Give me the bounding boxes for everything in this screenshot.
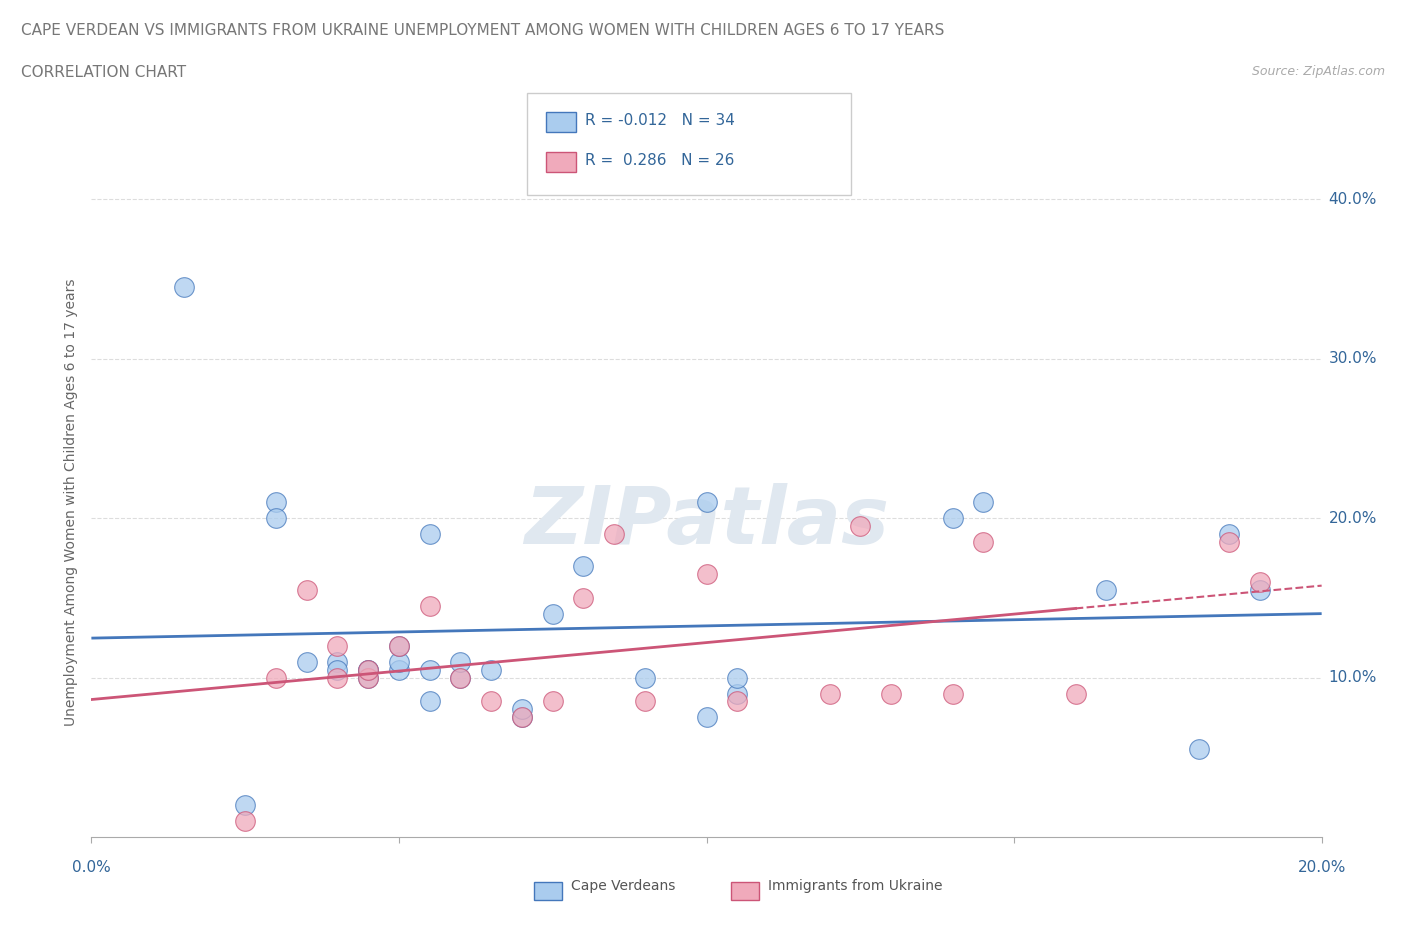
Point — [510, 702, 533, 717]
Point — [419, 598, 441, 613]
Text: R = -0.012   N = 34: R = -0.012 N = 34 — [585, 113, 735, 128]
Point — [295, 582, 318, 597]
Point — [419, 526, 441, 541]
Point — [449, 671, 471, 685]
Point — [942, 511, 965, 525]
Point — [357, 671, 380, 685]
Text: 10.0%: 10.0% — [1329, 671, 1376, 685]
Point — [388, 638, 411, 653]
Point — [1218, 535, 1240, 550]
Point — [603, 526, 626, 541]
Point — [357, 662, 380, 677]
Point — [419, 662, 441, 677]
Point — [449, 671, 471, 685]
Point — [264, 511, 287, 525]
Point — [1064, 686, 1087, 701]
Y-axis label: Unemployment Among Women with Children Ages 6 to 17 years: Unemployment Among Women with Children A… — [65, 278, 79, 726]
Text: ZIPatlas: ZIPatlas — [524, 484, 889, 562]
Point — [264, 671, 287, 685]
Point — [1218, 526, 1240, 541]
Point — [572, 591, 595, 605]
Point — [696, 566, 718, 581]
Point — [818, 686, 841, 701]
Point — [388, 654, 411, 669]
Text: 40.0%: 40.0% — [1329, 192, 1376, 206]
Point — [326, 671, 349, 685]
Point — [1095, 582, 1118, 597]
Point — [572, 559, 595, 574]
Point — [634, 694, 657, 709]
Point — [479, 694, 502, 709]
Point — [849, 519, 872, 534]
Text: 20.0%: 20.0% — [1329, 511, 1376, 525]
Point — [725, 671, 748, 685]
Point — [479, 662, 502, 677]
Point — [1249, 575, 1271, 590]
Point — [419, 694, 441, 709]
Point — [173, 280, 195, 295]
Point — [696, 495, 718, 510]
Point — [880, 686, 903, 701]
Point — [510, 710, 533, 724]
Text: Cape Verdeans: Cape Verdeans — [571, 879, 675, 894]
Point — [264, 495, 287, 510]
Point — [1187, 742, 1209, 757]
Point — [388, 638, 411, 653]
Point — [326, 654, 349, 669]
Point — [357, 662, 380, 677]
Point — [972, 495, 994, 510]
Text: CORRELATION CHART: CORRELATION CHART — [21, 65, 186, 80]
Point — [388, 662, 411, 677]
Point — [972, 535, 994, 550]
Point — [233, 814, 256, 829]
Point — [725, 686, 748, 701]
Text: 0.0%: 0.0% — [72, 860, 111, 875]
Point — [541, 606, 564, 621]
Point — [326, 662, 349, 677]
Point — [541, 694, 564, 709]
Point — [725, 694, 748, 709]
Text: CAPE VERDEAN VS IMMIGRANTS FROM UKRAINE UNEMPLOYMENT AMONG WOMEN WITH CHILDREN A: CAPE VERDEAN VS IMMIGRANTS FROM UKRAINE … — [21, 23, 945, 38]
Point — [696, 710, 718, 724]
Text: 20.0%: 20.0% — [1298, 860, 1346, 875]
Text: R =  0.286   N = 26: R = 0.286 N = 26 — [585, 153, 734, 168]
Text: Source: ZipAtlas.com: Source: ZipAtlas.com — [1251, 65, 1385, 78]
Point — [449, 654, 471, 669]
Point — [510, 710, 533, 724]
Point — [233, 798, 256, 813]
Text: Immigrants from Ukraine: Immigrants from Ukraine — [768, 879, 942, 894]
Point — [634, 671, 657, 685]
Point — [326, 638, 349, 653]
Point — [357, 662, 380, 677]
Point — [1249, 582, 1271, 597]
Text: 30.0%: 30.0% — [1329, 352, 1376, 366]
Point — [357, 671, 380, 685]
Point — [295, 654, 318, 669]
Point — [942, 686, 965, 701]
